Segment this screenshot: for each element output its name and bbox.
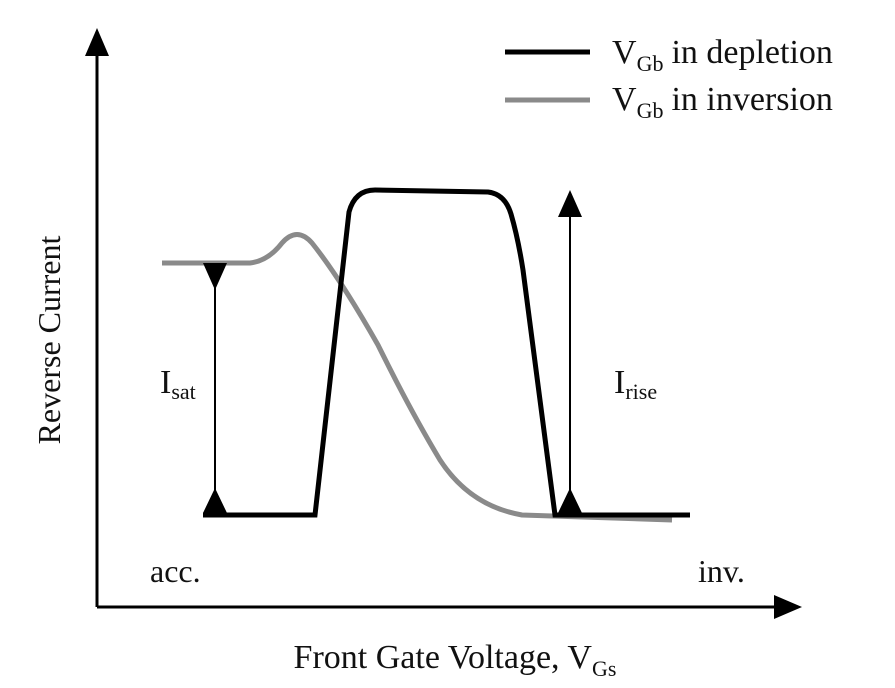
legend-text: in inversion [671,81,832,118]
legend-entry: VGb in depletion [612,34,833,76]
subscript: Gs [592,656,616,681]
y-axis-arrow [85,28,109,56]
x-axis-label: Front Gate Voltage, VGs [294,639,617,681]
y-axis-label: Reverse Current [31,235,67,444]
annotation: Irise [614,364,657,404]
inversion-curve [162,232,673,523]
symbol: I [614,364,625,401]
subscript: sat [171,379,195,404]
legend-entry: VGb in inversion [612,81,833,123]
x-end-label: inv. [698,553,745,589]
annotation: Isat [160,364,196,404]
symbol: V [612,81,637,118]
subscript: rise [625,379,657,404]
symbol: I [160,364,171,401]
subscript: Gb [637,51,664,76]
subscript: Gb [637,98,664,123]
label-text: Front Gate Voltage, V [294,639,593,676]
legend-text: in depletion [671,34,832,71]
symbol: V [612,34,637,71]
x-axis-arrow [774,595,802,619]
depletion-curve [203,187,690,518]
x-start-label: acc. [150,553,201,589]
